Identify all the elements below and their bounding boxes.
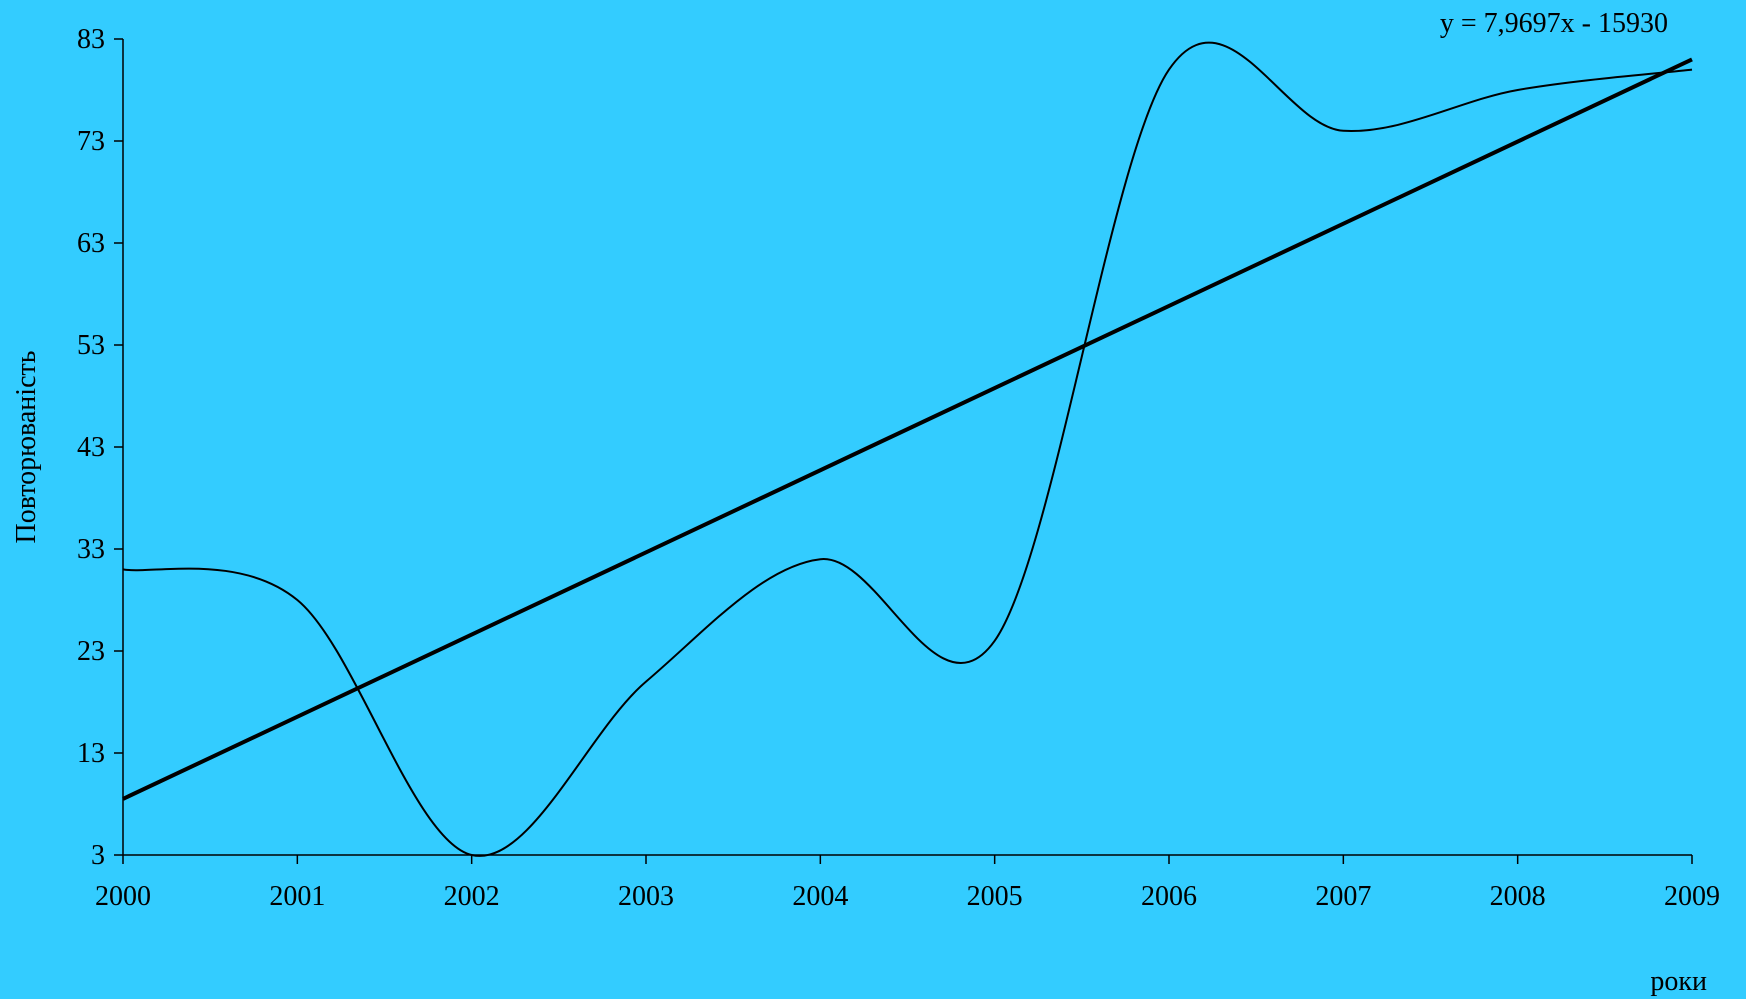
y-axis-title: Повторюваність <box>11 350 42 543</box>
y-tick-label: 3 <box>91 840 105 871</box>
x-tick-label: 2006 <box>1141 881 1197 912</box>
x-tick-label: 2004 <box>792 881 848 912</box>
x-tick-label: 2008 <box>1490 881 1546 912</box>
x-tick-label: 2001 <box>269 881 325 912</box>
x-tick-label: 2002 <box>444 881 500 912</box>
y-tick-label: 23 <box>77 636 105 667</box>
y-tick-label: 83 <box>77 24 105 55</box>
y-tick-label: 33 <box>77 534 105 565</box>
y-tick-label: 53 <box>77 330 105 361</box>
x-ticks: 2000 2001 2002 2003 2004 2005 2006 2007 2008 2009 <box>95 855 1720 912</box>
x-tick-label: 2005 <box>967 881 1023 912</box>
plot-area <box>122 41 1693 857</box>
y-tick-label: 73 <box>77 126 105 157</box>
x-tick-label: 2000 <box>95 881 151 912</box>
x-tick-label: 2009 <box>1664 881 1720 912</box>
trendline <box>122 57 1693 801</box>
series-line-0 <box>122 41 1693 857</box>
trendline-equation: y = 7,9697x - 15930 <box>1440 8 1668 39</box>
x-tick-label: 2003 <box>618 881 674 912</box>
y-ticks: 3 13 23 33 43 53 63 73 83 <box>77 24 123 871</box>
x-tick-label: 2007 <box>1315 881 1371 912</box>
y-tick-label: 13 <box>77 738 105 769</box>
y-tick-label: 43 <box>77 432 105 463</box>
x-axis-title: роки <box>1650 966 1707 997</box>
axes <box>122 39 1692 856</box>
y-tick-label: 63 <box>77 228 105 259</box>
